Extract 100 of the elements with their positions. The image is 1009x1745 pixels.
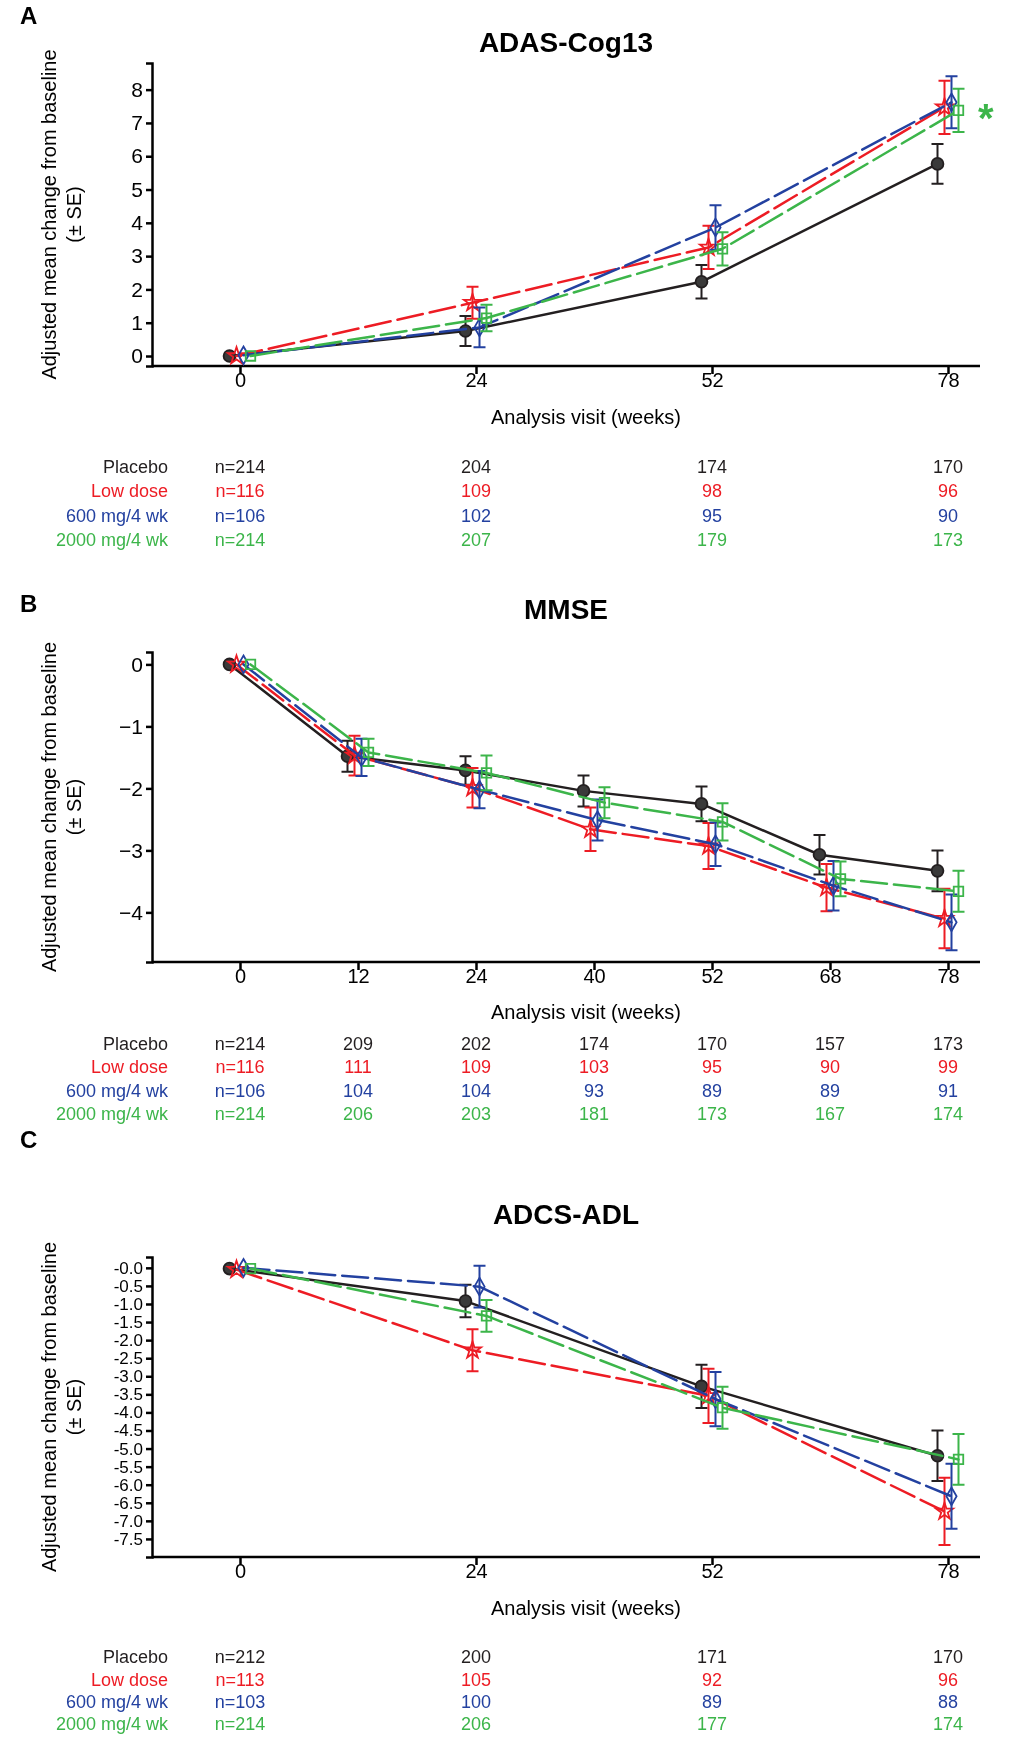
y-tick-label: -4.5 xyxy=(113,1421,143,1441)
y-tick-label: -0.0 xyxy=(113,1258,143,1278)
y-tick-label: 3 xyxy=(131,244,143,268)
y-axis-title: Adjusted mean change from baseline (± SE) xyxy=(38,1241,85,1573)
text: 104 xyxy=(342,1081,374,1101)
text: 109 xyxy=(460,481,492,501)
text: 99 xyxy=(937,1057,959,1077)
text: 2000 mg/4 wk xyxy=(55,1714,169,1734)
x-tick-label: 78 xyxy=(937,369,960,392)
text: 92 xyxy=(701,1670,723,1690)
text: 179 xyxy=(696,530,728,550)
x-tick-label: 0 xyxy=(234,369,247,392)
text: n=106 xyxy=(214,1081,266,1101)
y-tick-label: −4 xyxy=(119,900,144,924)
text: 98 xyxy=(701,481,723,501)
x-axis-title: Analysis visit (weeks) xyxy=(490,1001,682,1023)
y-tick-label: -7.5 xyxy=(113,1529,143,1549)
annotation: * xyxy=(978,96,994,141)
x-tick-label: 24 xyxy=(465,1560,488,1583)
text: 209 xyxy=(342,1034,374,1054)
text: 2000 mg/4 wk xyxy=(55,530,169,550)
text: n=116 xyxy=(215,481,265,501)
text: 88 xyxy=(937,1692,959,1712)
text: 167 xyxy=(814,1104,846,1124)
text: 105 xyxy=(460,1670,492,1690)
text: 173 xyxy=(932,530,964,550)
text: 95 xyxy=(701,1057,723,1077)
x-tick-label: 0 xyxy=(234,965,247,988)
text: 600 mg/4 wk xyxy=(65,506,169,526)
text: 206 xyxy=(342,1104,374,1124)
y-tick-label: 5 xyxy=(131,177,143,201)
y-tick-label: -7.0 xyxy=(113,1511,143,1531)
text: 2000 mg/4 wk xyxy=(55,1104,169,1124)
text: 174 xyxy=(932,1104,964,1124)
chart-subtitle: C xyxy=(20,1126,38,1153)
text: 89 xyxy=(819,1081,841,1101)
text: 174 xyxy=(696,457,728,477)
text: 174 xyxy=(578,1034,610,1054)
text: Placebo xyxy=(102,1647,168,1667)
x-tick-label: 12 xyxy=(347,965,370,988)
y-tick-label: 7 xyxy=(131,111,143,135)
text: 90 xyxy=(819,1057,841,1077)
text: 102 xyxy=(460,506,492,526)
text: 96 xyxy=(937,481,959,501)
y-tick-label: 6 xyxy=(131,144,143,168)
text: 203 xyxy=(460,1104,492,1124)
y-tick-label: 4 xyxy=(131,211,144,235)
text: n=214 xyxy=(214,530,266,550)
text: n=116 xyxy=(215,1057,265,1077)
text: 174 xyxy=(932,1714,964,1734)
text: n=113 xyxy=(215,1670,265,1690)
x-axis-title: Analysis visit (weeks) xyxy=(490,406,682,428)
text: Low dose xyxy=(90,481,168,501)
y-tick-label: 1 xyxy=(131,310,143,334)
y-tick-label: -0.5 xyxy=(113,1276,143,1296)
text: 600 mg/4 wk xyxy=(65,1692,169,1712)
x-tick-label: 52 xyxy=(701,1560,724,1583)
text: Placebo xyxy=(102,1034,168,1054)
text: 200 xyxy=(460,1647,492,1667)
x-tick-label: 24 xyxy=(465,369,488,392)
text: 91 xyxy=(937,1081,959,1101)
x-tick-label: 40 xyxy=(583,965,606,988)
text: Placebo xyxy=(102,457,168,477)
y-tick-label: -1.0 xyxy=(113,1294,143,1314)
chart-subtitle: A xyxy=(20,2,38,29)
text: 173 xyxy=(932,1034,964,1054)
text: n=214 xyxy=(214,1034,266,1054)
text: 93 xyxy=(583,1081,605,1101)
text: n=214 xyxy=(214,1104,266,1124)
text: 170 xyxy=(932,1647,964,1667)
text: 204 xyxy=(460,457,492,477)
text: 170 xyxy=(932,457,964,477)
x-tick-label: 0 xyxy=(234,1560,247,1583)
y-tick-label: -6.0 xyxy=(113,1475,143,1495)
y-axis-title: Adjusted mean change from baseline (± SE) xyxy=(38,49,85,380)
chart-title: ADCS-ADL xyxy=(492,1199,640,1230)
text: 207 xyxy=(460,530,492,550)
y-tick-label: −3 xyxy=(119,838,143,862)
text: 103 xyxy=(578,1057,610,1077)
text: 104 xyxy=(460,1081,492,1101)
y-tick-label: -1.5 xyxy=(113,1313,143,1332)
text: 181 xyxy=(578,1104,610,1124)
y-tick-label: -3.0 xyxy=(113,1367,143,1387)
text: n=214 xyxy=(214,457,266,477)
x-tick-label: 24 xyxy=(465,965,488,988)
text: 89 xyxy=(701,1081,723,1101)
text: n=106 xyxy=(214,506,266,526)
chart-subtitle: B xyxy=(20,590,38,617)
chart-title: MMSE xyxy=(524,594,608,625)
x-tick-label: 52 xyxy=(701,369,724,392)
text: 109 xyxy=(460,1057,492,1077)
text: 177 xyxy=(696,1714,728,1734)
x-tick-label: 68 xyxy=(819,965,842,988)
y-axis-title: Adjusted mean change from baseline (± SE) xyxy=(38,641,85,973)
text: n=103 xyxy=(214,1692,266,1712)
text: Low dose xyxy=(90,1057,168,1077)
text: 111 xyxy=(344,1057,372,1077)
y-tick-label: 0 xyxy=(131,344,143,368)
text: 89 xyxy=(701,1692,723,1712)
x-tick-label: 78 xyxy=(937,965,960,988)
